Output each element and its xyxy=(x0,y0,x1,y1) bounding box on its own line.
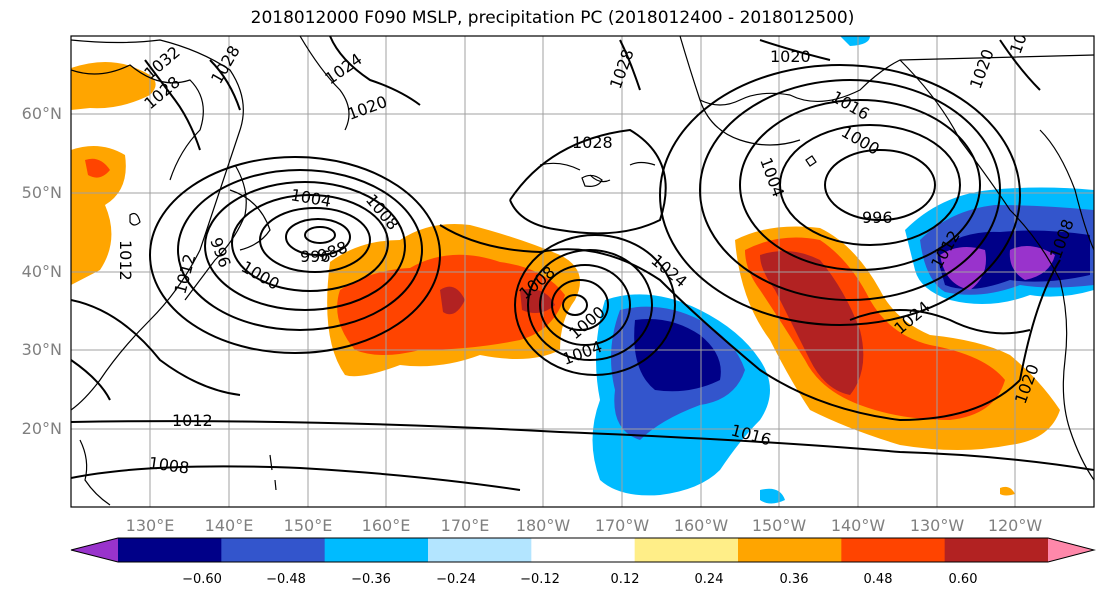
colorbar-tick-label: −0.24 xyxy=(436,572,476,587)
isobars xyxy=(71,36,1094,491)
lon-label: 140°E xyxy=(204,516,254,535)
isobar-label: 1020 xyxy=(770,47,811,66)
colorbar-segment xyxy=(221,538,326,562)
lat-label: 20°N xyxy=(21,419,62,438)
colorbar-tick-label: −0.60 xyxy=(182,572,222,587)
lon-label: 120°W xyxy=(987,516,1043,535)
lon-label: 130°W xyxy=(909,516,965,535)
isobar-label: 1012 xyxy=(116,240,135,281)
lon-label: 170°E xyxy=(440,516,490,535)
colorbar-tick-label: 0.48 xyxy=(863,572,893,587)
isobar-label: 996 xyxy=(300,247,331,266)
colorbar-segment xyxy=(428,538,532,562)
lat-label: 50°N xyxy=(21,183,62,202)
colorbar-tick-label: 0.36 xyxy=(779,572,809,587)
colorbar-segment xyxy=(118,538,222,562)
colorbar-tick-label: 0.60 xyxy=(948,572,978,587)
lon-label: 150°E xyxy=(283,516,333,535)
colorbar-tick-label: −0.12 xyxy=(520,572,560,587)
colorbar-segment xyxy=(71,538,118,562)
lon-label: 170°W xyxy=(594,516,650,535)
colorbar-outline xyxy=(70,537,1096,563)
colorbar-segment xyxy=(1048,538,1094,562)
colorbar-segment xyxy=(841,538,946,562)
lat-label: 40°N xyxy=(21,262,62,281)
lon-label: 160°W xyxy=(673,516,729,535)
colorbar-tick-label: −0.48 xyxy=(266,572,306,587)
lon-label: 130°E xyxy=(125,516,175,535)
graticule xyxy=(71,36,1094,507)
colorbar-segment xyxy=(324,538,429,562)
lat-label: 60°N xyxy=(21,104,62,123)
isobar-label: 1028 xyxy=(572,133,613,152)
lon-label: 150°W xyxy=(751,516,807,535)
colorbar-segment xyxy=(634,538,739,562)
colorbar-segment xyxy=(531,538,636,562)
plot-frame xyxy=(70,35,1095,508)
isobar-label: 1012 xyxy=(172,411,213,430)
isobar-label: 996 xyxy=(862,208,893,227)
colorbar-tick-label: −0.36 xyxy=(351,572,391,587)
colorbar-tick-label: 0.12 xyxy=(610,572,640,587)
colorbar xyxy=(70,537,1096,563)
lon-label: 140°W xyxy=(830,516,886,535)
colorbar-segment xyxy=(944,538,1049,562)
lon-label: 180°W xyxy=(515,516,571,535)
colorbar-segment xyxy=(738,538,842,562)
colorbar-tick-label: 0.24 xyxy=(694,572,724,587)
map-title: 2018012000 F090 MSLP, precipitation PC (… xyxy=(250,8,855,28)
lat-label: 30°N xyxy=(21,340,62,359)
precip-shading xyxy=(71,36,1094,504)
lon-label: 160°E xyxy=(361,516,411,535)
